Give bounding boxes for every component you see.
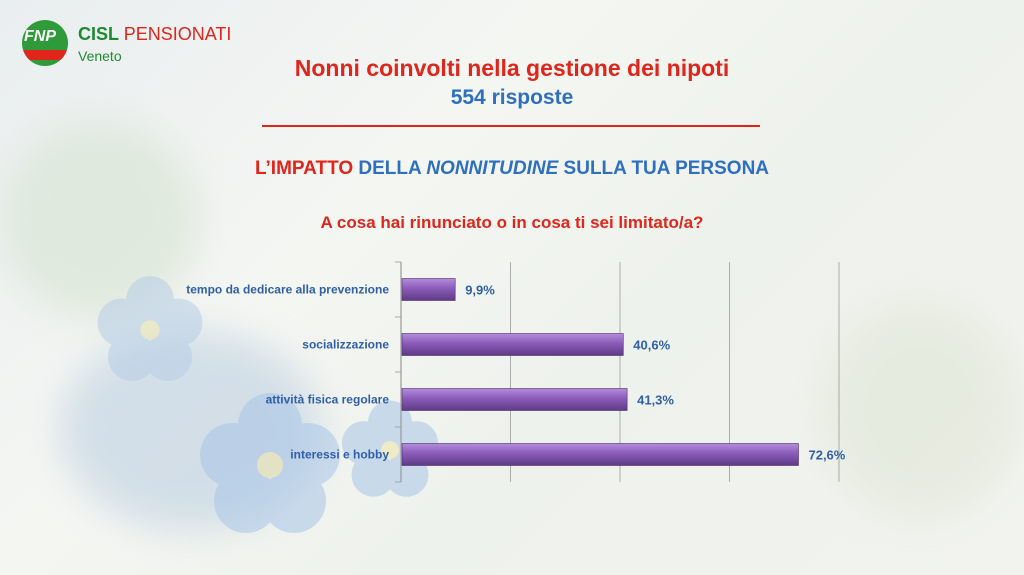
value-label: 9,9%: [465, 283, 495, 298]
brand-name: CISL PENSIONATI: [78, 24, 231, 45]
category-label: socializzazione: [302, 338, 389, 352]
fnp-badge: FNP: [22, 20, 68, 66]
background-blur: [820, 300, 1020, 520]
title-divider: [262, 125, 760, 127]
heading-part-3: NONNITUDINE: [426, 158, 559, 179]
brand-cisl: CISL: [78, 24, 119, 44]
value-label: 72,6%: [808, 448, 845, 463]
bar: [401, 278, 456, 301]
heading-part-4: SULLA TUA PERSONA: [563, 158, 770, 179]
page-title: Nonni coinvolti nella gestione dei nipot…: [294, 55, 730, 81]
bars: [401, 278, 799, 466]
flower-decoration: [97, 276, 203, 381]
heading-part-2: DELLA: [358, 158, 422, 179]
category-label: attività fisica regolare: [266, 393, 390, 407]
bar-chart: tempo da dedicare alla prevenzione 9,9% so…: [186, 261, 846, 483]
page-subtitle: 554 risposte: [450, 86, 574, 109]
survey-question: A cosa hai rinunciato o in cosa ti sei l…: [320, 213, 704, 232]
brand-region: Veneto: [78, 48, 122, 64]
labels: tempo da dedicare alla prevenzione 9,9% so…: [186, 283, 846, 463]
bar: [401, 333, 624, 356]
value-label: 40,6%: [633, 338, 670, 353]
value-label: 41,3%: [637, 393, 674, 408]
brand-logo: FNP CISL PENSIONATI Veneto: [22, 20, 262, 70]
brand-pensionati: PENSIONATI: [123, 24, 232, 44]
badge-text: FNP: [24, 28, 56, 45]
section-heading: L’IMPATTO DELLA NONNITUDINE SULLA TUA PE…: [0, 158, 1024, 180]
bar: [401, 443, 799, 466]
category-label: tempo da dedicare alla prevenzione: [186, 283, 389, 297]
heading-part-1: L’IMPATTO: [254, 158, 354, 179]
bar: [401, 388, 628, 411]
category-label: interessi e hobby: [290, 448, 389, 462]
flower-decoration: [200, 393, 340, 533]
